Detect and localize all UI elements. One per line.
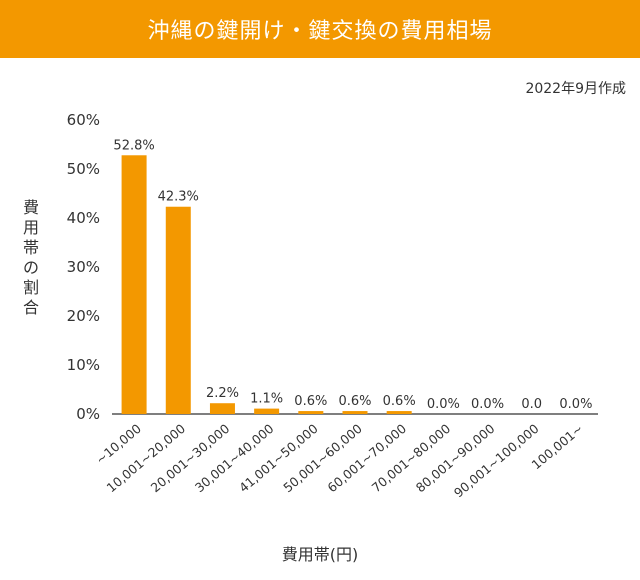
bar [298,411,324,414]
data-label: 0.6% [383,394,416,409]
y-tick-label: 50% [67,160,100,178]
bar [165,206,191,414]
bar [342,411,368,414]
data-label: 0.6% [338,394,371,409]
category-label: 60,001~70,000 [324,421,409,495]
bar [121,155,147,414]
y-tick-label: 10% [67,356,100,374]
category-label: 20,001~30,000 [148,421,233,495]
x-axis-label: 費用帯(円) [281,545,359,564]
data-label: 42.3% [158,190,199,205]
data-label: 2.2% [206,386,239,401]
category-label: 41,001~50,000 [236,421,321,495]
data-label: 0.0% [559,397,592,412]
category-label: 10,001~20,000 [104,421,189,495]
chart-header: 沖縄の鍵開け・鍵交換の費用相場 [0,0,640,58]
y-tick-label: 20% [67,307,100,325]
data-label: 0.0% [471,397,504,412]
bar [209,403,235,414]
chart-title: 沖縄の鍵開け・鍵交換の費用相場 [147,19,493,44]
data-label: 0.6% [294,394,327,409]
data-label: 1.1% [250,392,283,407]
category-label: 50,001~60,000 [280,421,365,495]
y-axis-label: 費用帯の割合 [22,198,39,317]
bar [254,408,280,414]
y-tick-label: 0% [76,405,100,423]
data-label: 52.8% [113,138,154,153]
data-label: 0.0% [427,397,460,412]
data-label: 0.0 [521,397,542,412]
creation-date-note: 2022年9月作成 [525,81,626,97]
bar [386,411,412,414]
category-label: 70,001~80,000 [369,421,454,495]
category-label: 30,001~40,000 [192,421,277,495]
y-tick-label: 60% [67,111,100,129]
y-tick-label: 40% [67,209,100,227]
y-tick-label: 30% [67,258,100,276]
